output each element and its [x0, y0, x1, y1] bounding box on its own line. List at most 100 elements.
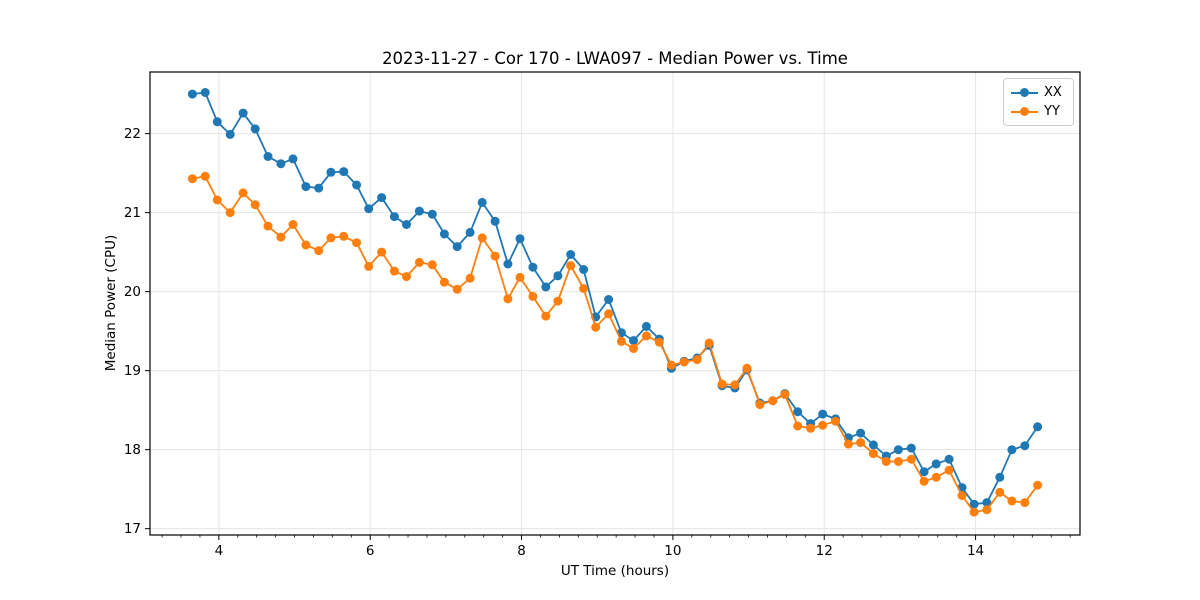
series-yy-point: [503, 294, 513, 304]
series-yy-point: [225, 208, 235, 218]
series-xx-point: [893, 445, 903, 455]
series-yy-point: [881, 457, 891, 466]
series-yy-point: [856, 438, 866, 448]
series-xx-point: [515, 234, 525, 244]
chart-title: 2023-11-27 - Cor 170 - LWA097 - Median P…: [382, 49, 848, 68]
series-yy-point: [704, 338, 714, 348]
y-tick-label: 20: [124, 284, 141, 300]
axes-frame: [149, 71, 1081, 536]
series-xx-point: [225, 129, 235, 139]
series-yy-point: [326, 233, 336, 243]
series-yy-point: [515, 272, 525, 282]
series-yy-point: [579, 284, 589, 293]
series-xx-point: [566, 250, 576, 259]
series-yy-point: [818, 420, 828, 430]
series-yy-point: [238, 188, 248, 198]
series-yy-point: [377, 247, 387, 257]
series-yy-point: [288, 220, 298, 229]
y-axis-label: Median Power (CPU): [103, 234, 119, 372]
y-tick-label: 17: [124, 521, 141, 537]
series-yy-point: [755, 400, 765, 410]
series-yy-point: [893, 457, 903, 466]
series-xx-point: [1020, 441, 1030, 451]
series-yy-point: [843, 439, 853, 449]
series-yy-point: [793, 421, 803, 431]
series-yy-point: [427, 260, 437, 270]
series-yy-point: [187, 174, 197, 184]
series-xx-point: [868, 440, 878, 450]
series-yy-point: [263, 221, 273, 231]
series-yy-point: [339, 231, 349, 241]
series-xx-point: [238, 108, 248, 118]
series-yy-point: [352, 238, 362, 248]
series-xx-point: [326, 167, 336, 177]
series-yy-point: [490, 251, 500, 261]
series-xx-point: [339, 167, 349, 177]
series-xx-point: [1007, 445, 1017, 455]
series-yy-point: [768, 396, 778, 406]
series-yy-point: [452, 284, 462, 294]
series-yy-point: [364, 261, 374, 271]
series-yy-point: [553, 296, 563, 306]
series-yy-point: [477, 233, 487, 243]
x-tick-label: 8: [517, 543, 526, 559]
series-xx-point: [528, 262, 538, 272]
series-xx-point: [856, 428, 866, 438]
series-xx-point: [641, 321, 651, 331]
series-yy-point: [957, 491, 967, 500]
x-tick-label: 14: [967, 543, 984, 559]
series-xx-point: [250, 124, 260, 134]
series-yy-point: [742, 363, 752, 373]
series-yy-point: [679, 357, 689, 367]
series-yy-point: [439, 277, 449, 287]
legend-entry-yy: YY: [1011, 102, 1065, 121]
series-xx-point: [541, 282, 551, 292]
legend-label-xx: XX: [1044, 85, 1062, 100]
series-xx-point: [377, 193, 387, 203]
series-yy-point: [944, 465, 954, 475]
series-xx-point: [931, 459, 941, 469]
series-yy-point: [250, 200, 260, 210]
series-yy-point: [200, 171, 210, 181]
series-xx-point: [288, 154, 298, 164]
y-tick-label: 19: [124, 363, 141, 379]
series-xx-point: [389, 212, 399, 222]
series-yy-point: [314, 246, 324, 256]
series-yy-point: [414, 257, 424, 267]
series-xx-point: [314, 183, 324, 193]
series-yy-point: [566, 261, 576, 271]
series-xx-point: [439, 229, 449, 239]
series-xx-point: [944, 454, 954, 464]
series-yy-point: [730, 380, 740, 390]
series-yy-point: [1007, 496, 1017, 506]
series-yy-point: [780, 389, 790, 399]
series-yy-point: [641, 331, 651, 341]
series-xx-point: [402, 220, 411, 229]
series-yy-point: [276, 232, 286, 242]
x-axis-label: UT Time (hours): [560, 563, 670, 579]
series-yy-point: [402, 272, 411, 282]
x-tick-label: 6: [366, 543, 375, 559]
series-yy-point: [616, 336, 626, 346]
legend-marker-xx-icon: [1011, 87, 1038, 98]
series-xx-point: [427, 209, 437, 219]
series-xx-point: [553, 271, 563, 281]
series-xx-point: [793, 407, 803, 417]
series-xx-point: [490, 216, 500, 226]
series-yy-point: [919, 476, 929, 486]
series-yy-point: [982, 505, 992, 515]
series-xx-point: [1033, 422, 1043, 432]
series-xx-point: [503, 259, 513, 269]
series-yy-point: [831, 416, 841, 426]
legend-label-yy: YY: [1044, 104, 1060, 119]
series-yy-point: [806, 423, 816, 433]
series-xx-point: [629, 336, 638, 346]
series-xx-point: [452, 242, 462, 252]
series-yy-point: [868, 449, 878, 459]
y-tick-label: 21: [124, 205, 141, 221]
series-xx-point: [919, 467, 929, 477]
series-xx-point: [212, 117, 222, 127]
series-yy-point: [604, 309, 614, 319]
legend-marker-yy-icon: [1011, 106, 1038, 117]
